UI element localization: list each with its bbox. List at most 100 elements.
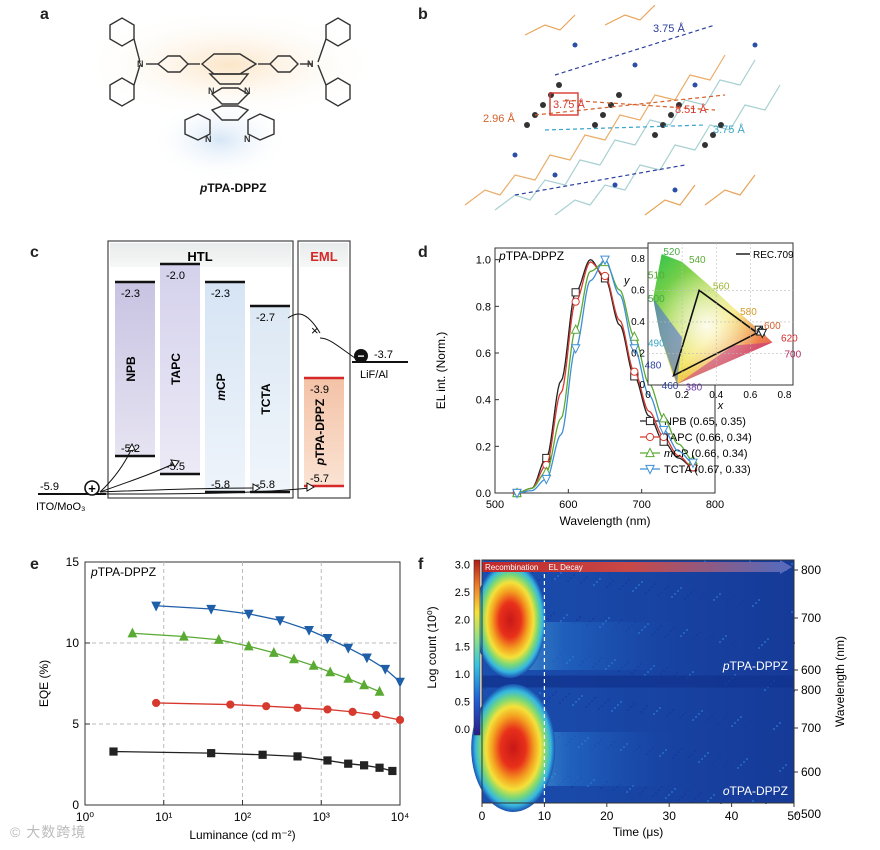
colorbar-tick-label: 3.0 bbox=[455, 559, 470, 571]
heatmap-noise bbox=[749, 560, 751, 562]
heatmap-noise bbox=[575, 701, 577, 703]
time-arrow-head bbox=[780, 560, 792, 574]
heatmap-noise bbox=[560, 572, 562, 574]
layer-bar-2 bbox=[205, 282, 245, 492]
heatmap-noise bbox=[608, 617, 610, 619]
eml-box bbox=[297, 240, 351, 499]
molecule-name: TPA-DPPZ bbox=[207, 181, 266, 195]
heatmap-noise bbox=[745, 645, 747, 647]
wavelength-label: 540 bbox=[689, 255, 706, 266]
y-tick-label: 0.6 bbox=[476, 348, 491, 360]
distance-2-96: 2.96 Å bbox=[483, 112, 515, 125]
layer-bar-3 bbox=[250, 306, 290, 492]
heatmap-noise bbox=[779, 770, 781, 772]
molecule-structure: N N N N N N pTPA-DPPZ bbox=[80, 10, 380, 195]
heatmap-noise bbox=[765, 607, 767, 609]
heatmap-noise bbox=[665, 797, 667, 799]
data-point bbox=[109, 747, 118, 756]
heatmap-noise bbox=[629, 788, 631, 790]
data-point bbox=[152, 698, 161, 708]
heatmap-noise bbox=[652, 795, 654, 797]
data-point bbox=[629, 330, 640, 341]
heatmap-noise bbox=[700, 597, 702, 599]
heatmap-noise bbox=[645, 592, 647, 594]
data-point bbox=[323, 705, 332, 714]
heatmap-noise bbox=[733, 756, 735, 758]
heatmap-noise bbox=[685, 759, 687, 761]
data-point bbox=[600, 255, 610, 266]
data-point bbox=[372, 710, 381, 720]
legend-marker-2 bbox=[645, 447, 655, 458]
ito-label: ITO/MoO₃ bbox=[36, 501, 86, 513]
series-1 bbox=[127, 627, 385, 696]
heatmap-noise bbox=[746, 758, 748, 760]
heatmap-noise bbox=[711, 715, 713, 717]
heatmap-noise bbox=[693, 637, 695, 639]
heatmap-noise bbox=[719, 593, 721, 595]
x-tick-label: 10² bbox=[234, 810, 251, 824]
heatmap-noise bbox=[791, 563, 793, 565]
legend-marker-3 bbox=[645, 464, 655, 475]
heatmap-noise bbox=[780, 688, 782, 690]
heatmap-noise bbox=[484, 687, 486, 689]
data-point bbox=[213, 634, 224, 644]
distance-3-75-right: 3.75 Å bbox=[713, 123, 745, 136]
heatmap-noise bbox=[671, 791, 673, 793]
x-tick-label: 40 bbox=[725, 809, 739, 823]
heatmap-noise bbox=[596, 581, 598, 583]
x-tick-label: 10³ bbox=[313, 810, 330, 824]
data-point bbox=[343, 643, 354, 654]
heatmap-noise bbox=[566, 614, 568, 616]
x-axis-label: Wavelength (nm) bbox=[560, 514, 651, 528]
plot-frame bbox=[481, 559, 795, 804]
series-3: TCTA (0.67, 0.33) bbox=[512, 255, 751, 499]
layer-name-3: TCTA bbox=[259, 383, 273, 414]
inset-y-label: y bbox=[623, 275, 631, 287]
heatmap-noise bbox=[576, 619, 578, 621]
lumo-value-4: -3.9 bbox=[310, 384, 329, 396]
data-point bbox=[541, 474, 552, 485]
heatmap-noise bbox=[747, 724, 749, 726]
heatmap-noise bbox=[777, 691, 779, 693]
heatmap-noise bbox=[672, 709, 674, 711]
heatmap-noise bbox=[550, 615, 552, 617]
heatmap-noise bbox=[691, 753, 693, 755]
panel-e-label: e bbox=[30, 556, 39, 573]
inset-x-tick: 0.4 bbox=[709, 390, 723, 401]
layer-name-main-1: TAPC bbox=[169, 353, 183, 385]
y-tick-label: 15 bbox=[66, 555, 80, 569]
heatmap-noise bbox=[758, 647, 760, 649]
inset-x-tick: 0.2 bbox=[675, 390, 689, 401]
data-point bbox=[293, 703, 302, 712]
heatmap-noise bbox=[766, 768, 768, 770]
heatmap-noise bbox=[698, 761, 700, 763]
heatmap-noise bbox=[482, 560, 484, 562]
heatmap-noise bbox=[640, 711, 642, 713]
data-point bbox=[359, 679, 370, 690]
colorbar-tick-label: 2.5 bbox=[455, 587, 470, 599]
heatmap-noise bbox=[563, 617, 565, 619]
heatmap-noise bbox=[753, 718, 755, 720]
heatmap-noise bbox=[680, 587, 682, 589]
heatmap-noise bbox=[632, 590, 634, 592]
heatmap-noise bbox=[707, 752, 709, 754]
heatmap-noise bbox=[792, 724, 794, 726]
bottom-sample-prefix: o bbox=[723, 784, 730, 798]
heatmap-noise bbox=[703, 594, 705, 596]
heatmap-noise bbox=[688, 756, 690, 758]
heatmap-noise bbox=[729, 598, 731, 600]
layer-bar-0 bbox=[115, 282, 155, 456]
watermark-text: 大数跨境 bbox=[26, 824, 87, 840]
heatmap-noise bbox=[740, 764, 742, 766]
heatmap-noise bbox=[787, 648, 789, 650]
heatmap-noise bbox=[647, 671, 649, 673]
y2-tick-label: 700 bbox=[801, 611, 821, 625]
heatmap-noise bbox=[769, 765, 771, 767]
y-axis-label: EL int. (Norm.) bbox=[434, 332, 448, 410]
svg-text:N: N bbox=[137, 59, 144, 69]
heatmap-noise bbox=[752, 800, 754, 802]
top-sample-name: TPA-DPPZ bbox=[730, 659, 788, 673]
heatmap-noise bbox=[591, 700, 593, 702]
data-point bbox=[289, 653, 299, 664]
heatmap-noise bbox=[572, 704, 574, 706]
